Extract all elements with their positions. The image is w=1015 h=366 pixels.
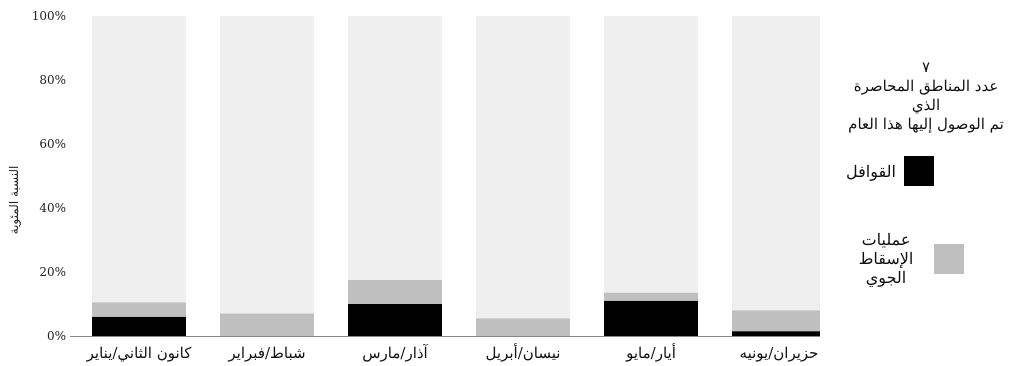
legend-swatch-convoys [903, 156, 934, 186]
y-axis: 0% 20% 40% 60% 80% 100% [32, 9, 66, 343]
y-tick-label: 0% [47, 329, 66, 343]
legend-swatch-airdrops [934, 243, 964, 274]
legend-item-convoys: القوافل [846, 156, 934, 186]
bar-segment-convoys [604, 300, 698, 336]
bar-segment-convoys [92, 316, 186, 336]
bar-background [220, 16, 314, 336]
bar-segment-convoys [348, 304, 442, 336]
bar-segment-airdrops [348, 280, 442, 304]
y-tick-label: 40% [39, 201, 66, 215]
legend-note-line: تم الوصول إليها هذا العام [848, 115, 1004, 133]
y-tick-label: 80% [39, 73, 66, 87]
legend-note-line: عدد المناطق المحاصرة الذي [853, 77, 999, 114]
legend-note-line: ٧ [921, 58, 931, 76]
bar-chart: 0% 20% 40% 60% 80% 100% كانون الثاني/يناير شبا… [7, 9, 820, 362]
bar-background [92, 16, 186, 336]
bar-segment-airdrops [732, 310, 820, 332]
x-category-label: نيسان/أبريل [486, 343, 561, 362]
x-category-label: شباط/فبراير [227, 344, 305, 362]
y-tick-label: 20% [39, 265, 66, 279]
legend: ٧ عدد المناطق المحاصرة الذي تم الوصول إل… [840, 58, 1012, 287]
bar-segment-airdrops [220, 313, 314, 336]
x-category-label: كانون الثاني/يناير [86, 344, 193, 362]
bar-segment-convoys [732, 331, 820, 336]
x-axis-labels: كانون الثاني/يناير شباط/فبراير آذار/مارس ني… [86, 343, 819, 362]
bar-segment-airdrops [476, 318, 570, 336]
y-tick-label: 100% [32, 9, 66, 23]
x-category-label: حزيران/يونيه [740, 344, 819, 362]
legend-label-airdrops: عمليات الإسقاط الجوي [858, 230, 914, 287]
x-category-label: آذار/مارس [362, 344, 428, 362]
bar-background [476, 16, 570, 336]
y-axis-label: النسبة المئوية [7, 166, 21, 235]
legend-item-airdrops: عمليات الإسقاط الجوي [846, 230, 964, 287]
x-category-label: أيار/مايو [625, 343, 676, 362]
legend-note: ٧ عدد المناطق المحاصرة الذي تم الوصول إل… [840, 58, 1012, 134]
bars [70, 16, 820, 337]
bar-background [604, 16, 698, 336]
bar-background [732, 16, 820, 336]
y-tick-label: 60% [39, 137, 66, 151]
bar-segment-airdrops [92, 302, 186, 317]
bar-segment-airdrops [604, 292, 698, 301]
legend-label-convoys: القوافل [846, 161, 896, 181]
